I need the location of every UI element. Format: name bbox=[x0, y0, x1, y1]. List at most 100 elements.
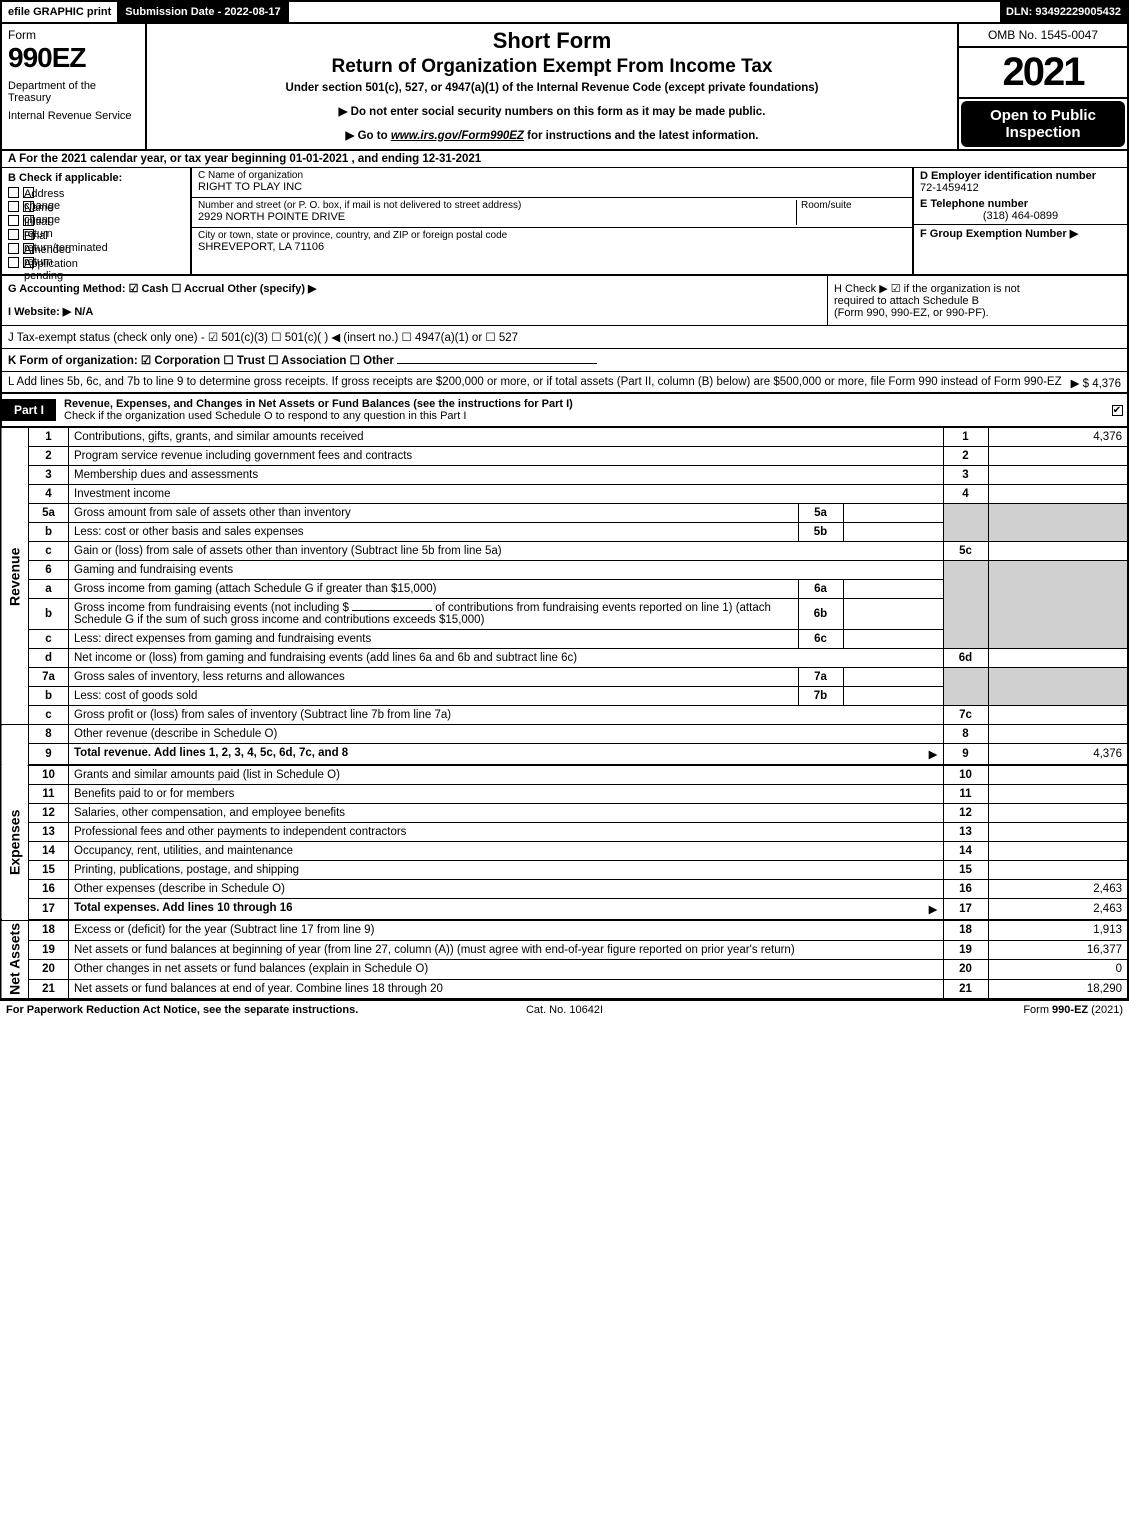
part-i-checkbox[interactable] bbox=[1107, 404, 1127, 416]
mn-6a: 6a bbox=[798, 580, 843, 599]
shade-6v bbox=[988, 561, 1128, 649]
desc-5a: Gross amount from sale of assets other t… bbox=[69, 504, 799, 523]
ein-label: D Employer identification number bbox=[920, 170, 1096, 182]
ln-5c: c bbox=[29, 542, 69, 561]
i-website: I Website: ▶ N/A bbox=[8, 305, 821, 318]
mn-7a: 7a bbox=[798, 668, 843, 687]
ln-17: 17 bbox=[29, 899, 69, 921]
desc-7c: Gross profit or (loss) from sales of inv… bbox=[69, 706, 944, 725]
section-def: D Employer identification number 72-1459… bbox=[912, 168, 1127, 274]
rn-5c: 5c bbox=[943, 542, 988, 561]
shade-7 bbox=[943, 668, 988, 706]
irs-link[interactable]: www.irs.gov/Form990EZ bbox=[391, 130, 524, 142]
rv-6d bbox=[988, 649, 1128, 668]
submission-date: Submission Date - 2022-08-17 bbox=[119, 2, 288, 22]
rv-9: 4,376 bbox=[988, 744, 1128, 766]
rn-16: 16 bbox=[943, 880, 988, 899]
mv-5b bbox=[843, 523, 943, 542]
cb-initial-return[interactable]: Initial return bbox=[8, 214, 184, 226]
mv-7b bbox=[843, 687, 943, 706]
rn-12: 12 bbox=[943, 804, 988, 823]
desc-20: Other changes in net assets or fund bala… bbox=[69, 960, 944, 980]
rv-17: 2,463 bbox=[988, 899, 1128, 921]
mv-7a bbox=[843, 668, 943, 687]
rn-7c: 7c bbox=[943, 706, 988, 725]
dept-treasury: Department of the Treasury bbox=[8, 80, 139, 104]
ln-6b: b bbox=[29, 599, 69, 630]
shade-6 bbox=[943, 561, 988, 649]
rv-15 bbox=[988, 861, 1128, 880]
rv-5c bbox=[988, 542, 1128, 561]
desc-18: Excess or (deficit) for the year (Subtra… bbox=[69, 920, 944, 940]
rv-3 bbox=[988, 466, 1128, 485]
efile-label[interactable]: efile GRAPHIC print bbox=[2, 2, 119, 22]
rn-20: 20 bbox=[943, 960, 988, 980]
mn-6c: 6c bbox=[798, 630, 843, 649]
ln-3: 3 bbox=[29, 466, 69, 485]
cb-name-change[interactable]: Name change bbox=[8, 200, 184, 212]
ln-5a: 5a bbox=[29, 504, 69, 523]
rv-8 bbox=[988, 725, 1128, 744]
desc-7b: Less: cost of goods sold bbox=[69, 687, 799, 706]
desc-13: Professional fees and other payments to … bbox=[69, 823, 944, 842]
desc-12: Salaries, other compensation, and employ… bbox=[69, 804, 944, 823]
omb-number: OMB No. 1545-0047 bbox=[959, 24, 1127, 48]
desc-19: Net assets or fund balances at beginning… bbox=[69, 940, 944, 960]
desc-6: Gaming and fundraising events bbox=[69, 561, 944, 580]
rv-1: 4,376 bbox=[988, 428, 1128, 447]
addr-label: Number and street (or P. O. box, if mail… bbox=[198, 200, 796, 211]
ln-12: 12 bbox=[29, 804, 69, 823]
ein-row: D Employer identification number 72-1459… bbox=[914, 168, 1127, 196]
rv-13 bbox=[988, 823, 1128, 842]
ln-6d: d bbox=[29, 649, 69, 668]
ln-19: 19 bbox=[29, 940, 69, 960]
page-footer: For Paperwork Reduction Act Notice, see … bbox=[0, 999, 1129, 1019]
ln-15: 15 bbox=[29, 861, 69, 880]
form-id-block: Form 990EZ Department of the Treasury In… bbox=[2, 24, 147, 149]
cb-address-change[interactable]: Address change bbox=[8, 186, 184, 198]
part-i-title: Revenue, Expenses, and Changes in Net As… bbox=[56, 394, 1107, 426]
part-i-sub: Check if the organization used Schedule … bbox=[64, 410, 1099, 422]
tax-year: 2021 bbox=[959, 48, 1127, 99]
cb-final-return[interactable]: Final return/terminated bbox=[8, 228, 184, 240]
mn-7b: 7b bbox=[798, 687, 843, 706]
rv-14 bbox=[988, 842, 1128, 861]
ln-7b: b bbox=[29, 687, 69, 706]
rn-15: 15 bbox=[943, 861, 988, 880]
ln-6c: c bbox=[29, 630, 69, 649]
section-c-org: C Name of organization RIGHT TO PLAY INC… bbox=[192, 168, 912, 274]
room-label: Room/suite bbox=[801, 200, 906, 211]
tel-label: E Telephone number bbox=[920, 198, 1028, 210]
rn-17: 17 bbox=[943, 899, 988, 921]
rn-13: 13 bbox=[943, 823, 988, 842]
rn-18: 18 bbox=[943, 920, 988, 940]
k-text: K Form of organization: ☑ Corporation ☐ … bbox=[8, 355, 394, 367]
h-line1: H Check ▶ ☑ if the organization is not bbox=[834, 282, 1121, 295]
form-word: Form bbox=[8, 28, 139, 42]
group-exemption-row: F Group Exemption Number ▶ bbox=[914, 225, 1127, 242]
goto-prefix: ▶ Go to bbox=[346, 130, 391, 142]
rn-3: 3 bbox=[943, 466, 988, 485]
desc-21: Net assets or fund balances at end of ye… bbox=[69, 979, 944, 999]
ln-7c: c bbox=[29, 706, 69, 725]
side-expenses: Expenses bbox=[1, 765, 29, 920]
org-name-label: C Name of organization bbox=[198, 170, 906, 181]
rn-4: 4 bbox=[943, 485, 988, 504]
shade-7v bbox=[988, 668, 1128, 706]
row-a-tax-year: A For the 2021 calendar year, or tax yea… bbox=[0, 151, 1129, 168]
rn-9: 9 bbox=[943, 744, 988, 766]
rn-8: 8 bbox=[943, 725, 988, 744]
mn-6b: 6b bbox=[798, 599, 843, 630]
cb-application-pending[interactable]: Application pending bbox=[8, 256, 184, 268]
h-line2: required to attach Schedule B bbox=[834, 295, 1121, 307]
rv-10 bbox=[988, 765, 1128, 785]
l-text: L Add lines 5b, 6c, and 7b to line 9 to … bbox=[8, 376, 1062, 388]
desc-6d: Net income or (loss) from gaming and fun… bbox=[69, 649, 944, 668]
org-name: RIGHT TO PLAY INC bbox=[198, 181, 906, 193]
ln-4: 4 bbox=[29, 485, 69, 504]
addr-value: 2929 NORTH POINTE DRIVE bbox=[198, 211, 796, 223]
ln-21: 21 bbox=[29, 979, 69, 999]
g-accounting: G Accounting Method: ☑ Cash ☐ Accrual Ot… bbox=[2, 276, 827, 325]
h-line3: (Form 990, 990-EZ, or 990-PF). bbox=[834, 307, 1121, 319]
ein-value: 72-1459412 bbox=[920, 182, 979, 194]
